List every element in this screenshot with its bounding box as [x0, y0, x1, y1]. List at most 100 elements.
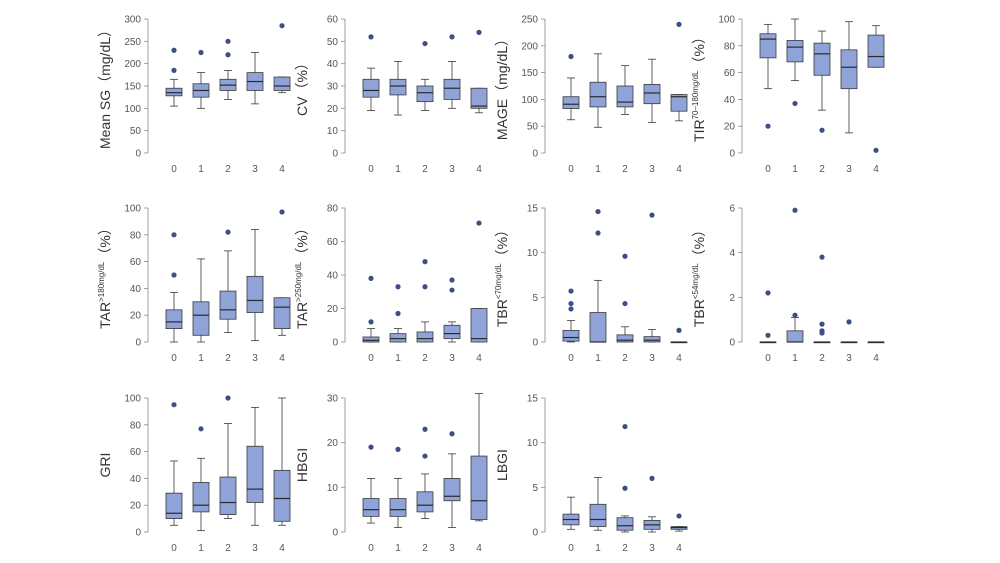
y-tick-label: 2	[729, 293, 735, 304]
y-tick-label: 300	[124, 15, 141, 26]
box-iqr	[643, 83, 661, 105]
box-group-1	[786, 207, 804, 343]
box-group-2	[416, 40, 434, 111]
box-iqr	[219, 476, 237, 515]
x-tick-label: 1	[792, 164, 798, 175]
box-group-2	[616, 65, 634, 115]
box-group-2	[813, 30, 831, 133]
outlier-point	[449, 34, 455, 40]
outlier-point	[279, 23, 285, 29]
x-tick-label: 0	[368, 543, 374, 554]
y-tick-label: 0	[332, 528, 338, 539]
x-tick-label: 1	[198, 543, 204, 554]
chart-panel-5: 0 20 40 60 80 0 1 2 3 4 TAR>250mg/dL（%）	[294, 204, 488, 364]
box-iqr	[470, 308, 488, 343]
y-tick-label: 40	[130, 284, 142, 295]
chart-panel-1: 0 10 20 30 40 50 60 0 1 2 3 4 CV（%）	[294, 15, 488, 175]
x-tick-label: 2	[622, 353, 628, 364]
y-tick-label: 60	[327, 15, 339, 26]
y-tick-label: 0	[332, 149, 338, 160]
outlier-point	[171, 67, 177, 73]
box-iqr	[616, 517, 634, 531]
y-tick-label: 100	[124, 394, 141, 405]
box-iqr	[192, 482, 210, 513]
box-group-4	[670, 21, 688, 122]
box-group-1	[389, 61, 407, 116]
x-tick-label: 2	[422, 164, 428, 175]
box-iqr	[443, 324, 461, 340]
box-group-2	[219, 229, 237, 334]
outlier-point	[368, 319, 374, 325]
outlier-point	[225, 52, 231, 58]
box-iqr	[470, 455, 488, 520]
y-axis-label: TAR>250mg/dL（%）	[294, 221, 310, 329]
y-tick-label: 60	[724, 68, 736, 79]
x-tick-label: 0	[765, 164, 771, 175]
y-tick-label: 60	[130, 257, 142, 268]
box-group-1	[589, 208, 607, 343]
y-tick-label: 50	[327, 37, 339, 48]
outlier-point	[279, 209, 285, 215]
outlier-point	[622, 300, 628, 307]
x-tick-label: 1	[595, 353, 601, 364]
x-tick-label: 0	[765, 353, 771, 364]
box-group-0	[362, 275, 380, 343]
outlier-point	[395, 446, 401, 452]
outlier-point	[622, 485, 628, 491]
box-group-4	[273, 23, 291, 94]
x-tick-label: 2	[819, 164, 825, 175]
x-tick-label: 2	[225, 543, 231, 554]
y-tick-label: 4	[729, 248, 735, 259]
box-iqr	[165, 492, 183, 520]
outlier-point	[765, 123, 771, 129]
y-tick-label: 100	[124, 104, 141, 115]
chart-panel-3: 0 20 40 60 80 100 0 1 2 3 4 TIR70–180mg/dL（%）	[691, 15, 885, 175]
y-axis-label: TIR70–180mg/dL（%）	[691, 30, 707, 142]
y-tick-label: 20	[327, 104, 339, 115]
y-axis-label: GRI	[97, 453, 113, 478]
chart-panel-4: 0 20 40 60 80 100 0 1 2 3 4 TAR>180mg/dL（%）	[97, 204, 291, 364]
chart-panel-7: 0 2 4 6 0 1 2 3 4 TBR<54mg/dL（%）	[691, 204, 885, 364]
box-iqr	[813, 42, 831, 76]
y-tick-label: 10	[527, 248, 539, 259]
y-tick-label: 30	[327, 394, 339, 405]
outlier-point	[819, 127, 825, 133]
x-tick-label: 2	[622, 164, 628, 175]
box-group-3	[840, 319, 858, 344]
y-axis-label: CV（%）	[294, 56, 310, 116]
x-tick-label: 3	[449, 543, 455, 554]
box-group-3	[443, 34, 461, 109]
y-tick-label: 10	[327, 483, 339, 494]
outlier-point	[873, 147, 879, 153]
x-tick-label: 3	[252, 543, 258, 554]
x-tick-label: 4	[476, 164, 482, 175]
x-tick-label: 1	[198, 353, 204, 364]
outlier-point	[198, 426, 204, 432]
y-tick-label: 200	[124, 59, 141, 70]
box-group-2	[219, 38, 237, 100]
outlier-point	[449, 287, 455, 293]
y-tick-label: 20	[327, 438, 339, 449]
y-tick-label: 0	[532, 149, 538, 160]
outlier-point	[568, 53, 574, 60]
y-tick-label: 20	[327, 304, 339, 315]
y-axis-label: TBR<70mg/dL（%）	[494, 223, 510, 327]
x-tick-label: 4	[279, 543, 285, 554]
box-group-0	[362, 34, 380, 111]
x-tick-label: 2	[422, 353, 428, 364]
x-tick-label: 4	[676, 164, 682, 175]
outlier-point	[595, 230, 601, 236]
y-tick-label: 0	[135, 528, 141, 539]
box-iqr	[416, 85, 434, 103]
box-group-4	[670, 327, 688, 344]
box-group-0	[562, 53, 580, 121]
y-axis-label: LBGI	[494, 449, 510, 481]
outlier-point	[649, 475, 655, 481]
x-tick-label: 4	[676, 353, 682, 364]
box-group-1	[192, 426, 210, 532]
x-tick-label: 4	[676, 543, 682, 554]
box-iqr	[643, 336, 661, 343]
y-tick-label: 40	[724, 95, 736, 106]
y-axis-label: HBGI	[294, 448, 310, 482]
y-axis-label: TBR<54mg/dL（%）	[691, 223, 707, 327]
